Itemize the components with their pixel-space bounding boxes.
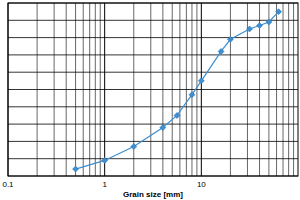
data-point (131, 144, 137, 150)
data-point (266, 19, 272, 25)
y-grid-line (8, 37, 298, 38)
data-point (102, 157, 108, 163)
y-grid-line (8, 54, 298, 55)
x-tick-label: 0.1 (2, 180, 14, 189)
y-grid-line (8, 158, 298, 159)
data-point (174, 112, 180, 118)
y-grid-line (8, 106, 298, 107)
x-axis-title: Grain size [mm] (123, 190, 183, 199)
y-grid-line (8, 72, 298, 73)
chart-svg: 0.1 1 10 Grain size [mm] (0, 0, 300, 200)
y-grid-line (8, 89, 298, 90)
data-point (198, 78, 204, 84)
data-point (247, 26, 253, 32)
plot-frame (8, 3, 298, 176)
series (76, 12, 279, 169)
data-point (257, 22, 263, 28)
y-grid-line (8, 124, 298, 125)
x-tick-label: 10 (197, 180, 206, 189)
data-point (73, 166, 79, 172)
grid (8, 3, 298, 176)
data-line (76, 12, 279, 169)
chart-container: 0.1 1 10 Grain size [mm] (0, 0, 300, 200)
data-point (276, 9, 282, 15)
data-point (218, 48, 224, 54)
x-tick-label: 1 (102, 180, 107, 189)
data-point (227, 36, 233, 42)
data-point (160, 125, 166, 131)
y-grid-line (8, 141, 298, 142)
y-grid-line (8, 20, 298, 21)
markers (73, 9, 282, 172)
data-point (189, 92, 195, 98)
